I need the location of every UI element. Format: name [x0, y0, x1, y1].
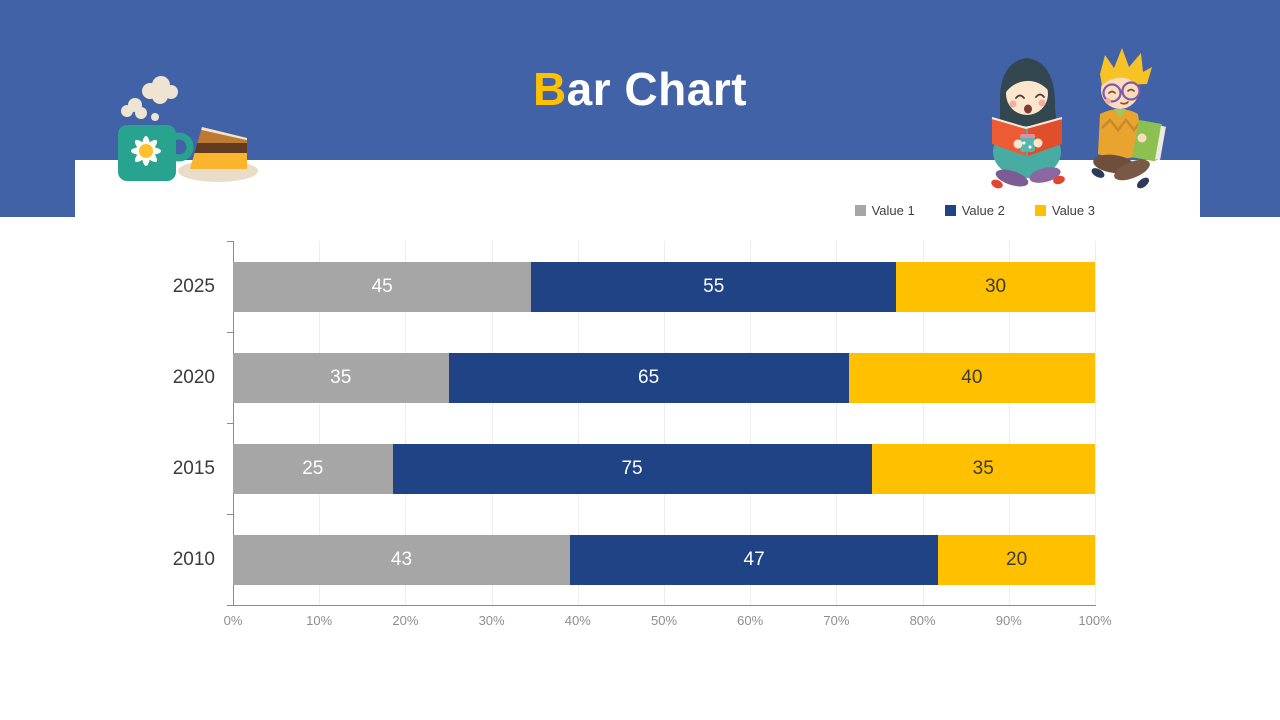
x-axis-tick-label: 50% [650, 613, 678, 628]
bar-segment-value-1: 43 [233, 534, 570, 585]
bar-segment-value-2: 55 [531, 261, 897, 312]
x-axis-tick-label: 90% [995, 613, 1022, 628]
bar-segment-value-3: 30 [896, 261, 1095, 312]
category-label: 2015 [172, 457, 215, 479]
title-accent-letter: B [532, 63, 567, 115]
chart-gridline [836, 241, 838, 605]
x-axis-tick-label: 20% [392, 613, 419, 628]
legend-label: Value 3 [1051, 203, 1095, 218]
legend-swatch-icon [854, 205, 866, 216]
legend-swatch-icon [1034, 205, 1046, 216]
x-axis-tick-label: 100% [1078, 613, 1112, 628]
bar-segment-value-1: 45 [233, 261, 532, 312]
bar-segment-value-3: 20 [938, 534, 1095, 585]
chart-gridline [922, 241, 924, 605]
chart-gridline [664, 241, 665, 605]
legend-swatch-icon [944, 205, 956, 216]
x-axis-tick-label: 60% [737, 613, 764, 628]
page-title: Bar Chart [0, 62, 1280, 116]
coffee-and-cake-icon [118, 76, 258, 182]
x-axis-tick-label: 80% [909, 613, 936, 628]
x-axis-tick-label: 30% [478, 613, 505, 628]
y-axis-line [233, 241, 234, 606]
legend-entry: Value 3 [1034, 203, 1095, 218]
y-axis-tick [227, 241, 233, 242]
daisy-icon [131, 136, 161, 166]
bar-segment-value-1: 35 [233, 352, 449, 403]
y-axis-tick [227, 423, 233, 424]
bar-segment-value-2: 65 [448, 352, 849, 403]
bar-segment-value-2: 75 [392, 443, 872, 494]
bar-segment-value-3: 35 [871, 443, 1095, 494]
chart-gridline [1008, 241, 1010, 605]
x-axis-line [233, 605, 1096, 606]
legend-label: Value 1 [871, 203, 915, 218]
chart-legend: Value 1 Value 2 Value 3 [854, 203, 1095, 218]
x-axis-tick-label: 40% [564, 613, 591, 628]
title-rest: ar Chart [566, 63, 748, 115]
x-axis-tick-label: 10% [306, 613, 333, 628]
chart-gridline [1095, 241, 1096, 605]
girl-reading-icon [991, 58, 1065, 189]
y-axis-tick [227, 514, 233, 515]
legend-label: Value 2 [961, 203, 1005, 218]
chart-gridline [577, 241, 579, 605]
steam-icon [121, 76, 178, 121]
x-axis-tick-label: 70% [823, 613, 850, 628]
boy-reading-icon [1091, 48, 1166, 189]
chart-gridline [319, 241, 321, 605]
legend-entry: Value 1 [854, 203, 915, 218]
bar-segment-value-3: 40 [848, 352, 1095, 403]
bar-segment-value-2: 47 [569, 534, 939, 585]
bar-segment-value-1: 25 [233, 443, 393, 494]
legend-entry: Value 2 [944, 203, 1005, 218]
x-axis-tick-label: 0% [223, 613, 243, 628]
chart-gridline [405, 241, 407, 605]
reading-children-icon [991, 48, 1166, 189]
chart-gridline [750, 241, 752, 605]
content-panel [75, 160, 1200, 720]
category-label: 2020 [172, 366, 215, 388]
y-axis-tick [227, 332, 233, 333]
y-axis-tick [227, 605, 233, 606]
chart-gridline [491, 241, 493, 605]
category-label: 2025 [172, 275, 215, 297]
category-label: 2010 [172, 548, 215, 570]
